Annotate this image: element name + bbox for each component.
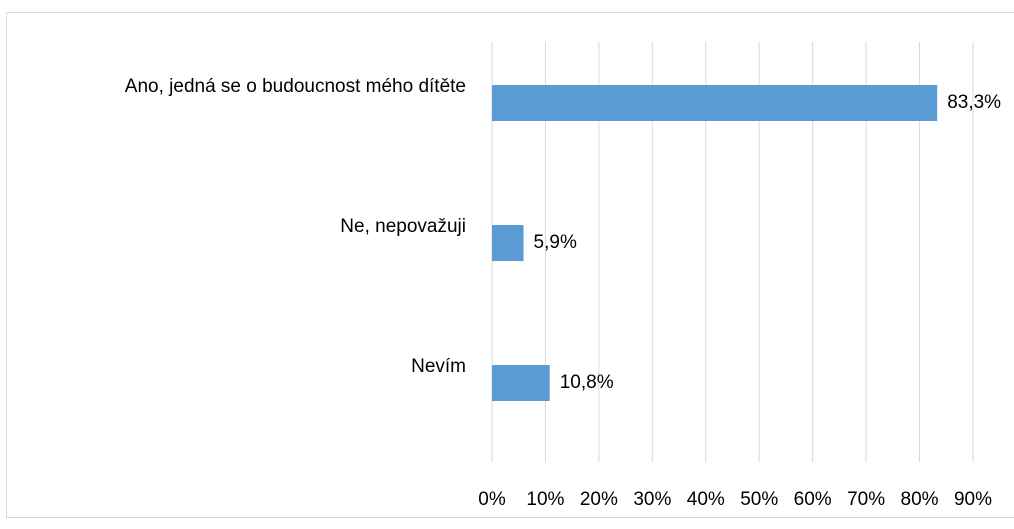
x-tick-label: 30% (633, 489, 671, 510)
x-tick-label: 10% (526, 489, 564, 510)
bar (492, 365, 550, 401)
data-label: 10,8% (560, 372, 614, 393)
x-tick-label: 90% (954, 489, 992, 510)
x-tick-label: 80% (901, 489, 939, 510)
y-tick-label: Nevím (411, 356, 466, 377)
data-label: 83,3% (947, 92, 1001, 113)
bar (492, 85, 937, 121)
data-label: 5,9% (534, 232, 577, 253)
x-tick-label: 20% (580, 489, 618, 510)
x-tick-label: 0% (478, 489, 506, 510)
x-tick-label: 60% (794, 489, 832, 510)
x-tick-label: 70% (847, 489, 885, 510)
x-tick-label: 50% (740, 489, 778, 510)
y-tick-label: Ano, jedná se o budoucnost mého dítěte (125, 76, 466, 97)
y-tick-label: Ne, nepovažuji (340, 216, 466, 237)
x-tick-label: 40% (687, 489, 725, 510)
bar (492, 225, 524, 261)
